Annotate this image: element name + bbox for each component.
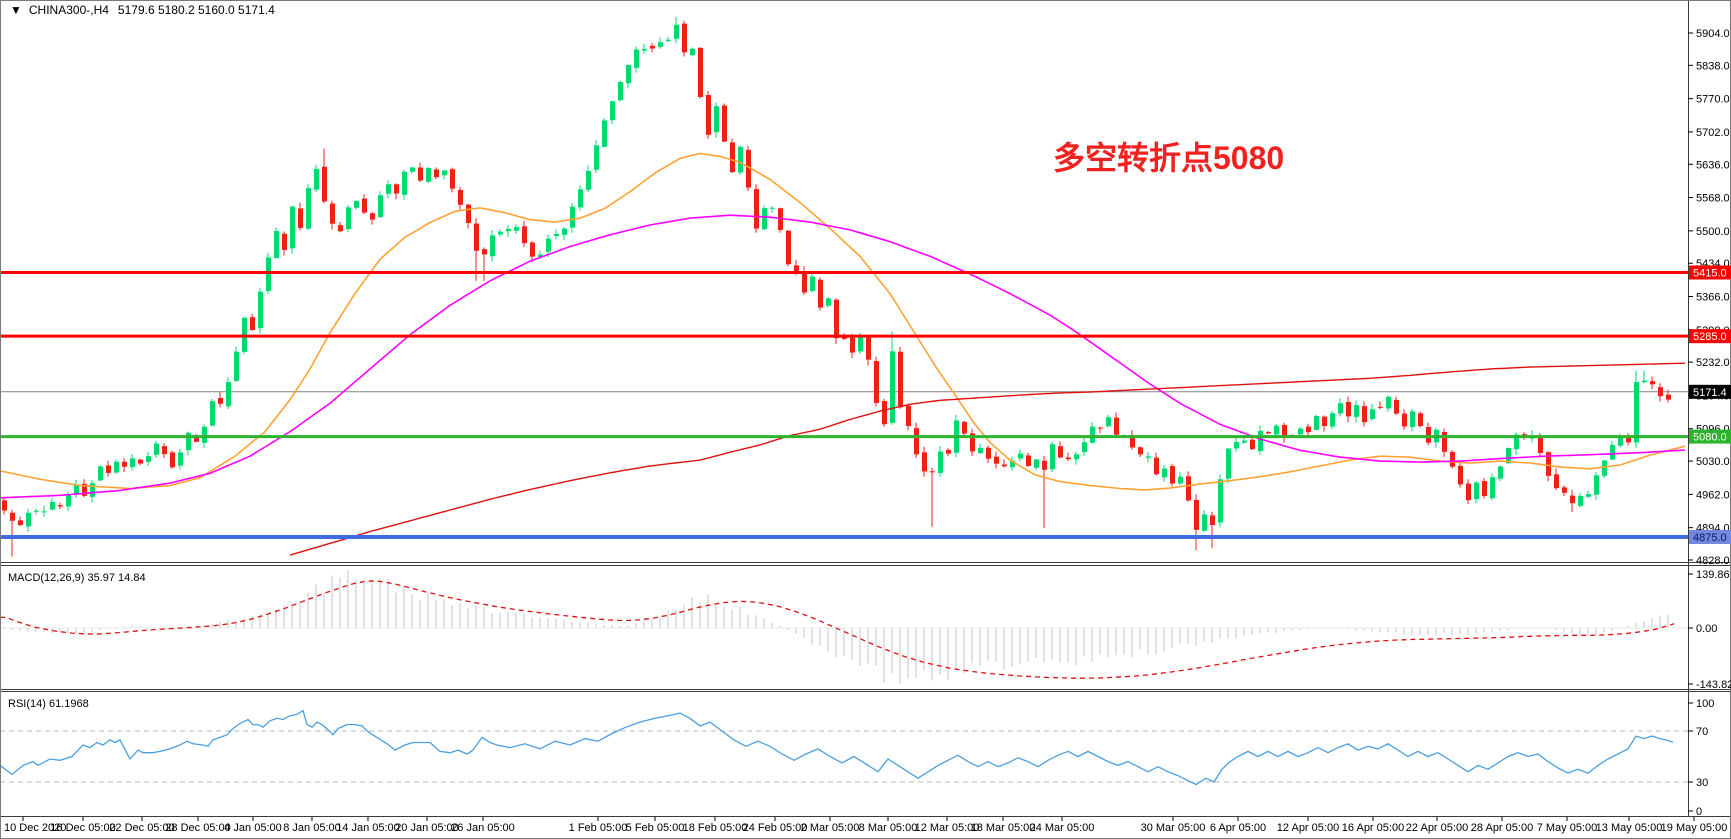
time-tick-label: 7 May 05:00 xyxy=(1537,822,1598,834)
time-tick-label: 18 Mar 05:00 xyxy=(971,822,1036,834)
time-tick-label: 22 Apr 05:00 xyxy=(1406,822,1468,834)
rsi-pane xyxy=(0,709,1688,786)
time-tick-label: 6 Apr 05:00 xyxy=(1210,822,1266,834)
price-tag-5415.0 xyxy=(1689,265,1731,280)
price-tag-text: 5415.0 xyxy=(1693,268,1727,280)
price-tag-text: 5171.4 xyxy=(1693,387,1727,399)
price-tick-label: 5568.0 xyxy=(1696,193,1730,205)
rsi-line xyxy=(0,709,1674,786)
time-tick-label: 22 Dec 05:00 xyxy=(109,822,174,834)
price-tag-4875.0 xyxy=(1689,529,1731,544)
ma-fast-line xyxy=(0,152,1686,491)
time-tick-label: 16 Dec 05:00 xyxy=(50,822,115,834)
price-tick-label: 5366.0 xyxy=(1696,292,1730,304)
time-tick-label: 16 Apr 05:00 xyxy=(1342,822,1404,834)
time-tick-label: 12 Mar 05:00 xyxy=(915,822,980,834)
price-tick-label: 5838.0 xyxy=(1696,60,1730,72)
symbol-info-bar: ▼ CHINA300-,H4 5179.6 5180.2 5160.0 5171.4 xyxy=(10,3,275,17)
ohlc-values: 5179.6 5180.2 5160.0 5171.4 xyxy=(118,3,275,17)
price-tag-5285.0 xyxy=(1689,329,1731,344)
rsi-axis-label: 100 xyxy=(1696,698,1714,710)
price-tag-text: 4875.0 xyxy=(1693,532,1727,544)
time-tick-label: 4 Jan 05:00 xyxy=(224,822,282,834)
price-tick-label: 5500.0 xyxy=(1696,226,1730,238)
macd-pane xyxy=(0,570,1688,685)
time-tick-label: 30 Mar 05:00 xyxy=(1141,822,1206,834)
time-tick-label: 12 Apr 05:00 xyxy=(1277,822,1339,834)
price-tick-label: 4962.0 xyxy=(1696,489,1730,501)
macd-axis-label: 139.86 xyxy=(1696,569,1730,581)
rsi-axis-label: 70 xyxy=(1696,726,1708,738)
price-tag-text: 5080.0 xyxy=(1693,432,1727,444)
time-tick-label: 24 Feb 05:00 xyxy=(743,822,808,834)
time-tick-label: 19 May 05:00 xyxy=(1661,822,1728,834)
time-tick-label: 8 Mar 05:00 xyxy=(859,822,918,834)
price-tag-5171.4 xyxy=(1689,384,1731,399)
time-tick-label: 13 May 05:00 xyxy=(1596,822,1663,834)
price-tick-label: 5702.0 xyxy=(1696,127,1730,139)
price-tick-label: 5636.0 xyxy=(1696,159,1730,171)
price-axis: 5904.0 5838.0 5770.0 5702.0 5636.0 5568.0 5500… xyxy=(1688,28,1730,567)
price-tag-text: 5285.0 xyxy=(1693,331,1727,343)
indicator-axis: 139.86 0.00 -143.82 100 70 30 0 xyxy=(1688,569,1731,818)
symbol-period-label: CHINA300-,H4 xyxy=(29,3,109,17)
time-tick-label: 28 Dec 05:00 xyxy=(165,822,230,834)
rsi-axis-label: 0 xyxy=(1696,806,1702,818)
time-tick-label: 8 Jan 05:00 xyxy=(283,822,341,834)
time-tick-label: 10 Dec 2020 xyxy=(4,822,66,834)
macd-axis-label: 0.00 xyxy=(1696,623,1717,635)
price-tag-5080.0 xyxy=(1689,429,1731,444)
time-tick-label: 5 Feb 05:00 xyxy=(626,822,685,834)
time-tick-label: 20 Jan 05:00 xyxy=(395,822,459,834)
rsi-indicator-label: RSI(14) 61.1968 xyxy=(8,698,89,710)
time-tick-label: 1 Feb 05:00 xyxy=(569,822,628,834)
time-tick-label: 26 Jan 05:00 xyxy=(451,822,515,834)
macd-signal-line xyxy=(0,580,1675,679)
time-tick-label: 14 Jan 05:00 xyxy=(336,822,400,834)
price-tags: 5415.0 5285.0 5171.4 5080.0 4875.0 xyxy=(1689,265,1731,544)
time-tick-label: 24 Mar 05:00 xyxy=(1030,822,1095,834)
rsi-axis-label: 30 xyxy=(1696,777,1708,789)
price-tick-label: 5030.0 xyxy=(1696,456,1730,468)
ma-slow-line xyxy=(289,362,1686,556)
time-tick-label: 18 Feb 05:00 xyxy=(683,822,748,834)
annotation-text: 多空转折点5080 xyxy=(1053,140,1284,176)
price-tick-label: 5232.0 xyxy=(1696,357,1730,369)
time-tick-label: 28 Apr 05:00 xyxy=(1471,822,1533,834)
macd-indicator-label: MACD(12,26,9) 35.97 14.84 xyxy=(8,572,146,584)
main-pane xyxy=(0,16,1688,557)
price-tick-label: 5770.0 xyxy=(1696,94,1730,106)
price-tick-label: 4828.0 xyxy=(1696,555,1730,567)
symbol-dropdown-icon[interactable]: ▼ xyxy=(10,3,22,17)
price-tick-label: 5904.0 xyxy=(1696,28,1730,40)
macd-axis-label: -143.82 xyxy=(1696,679,1731,691)
time-tick-label: 2 Mar 05:00 xyxy=(801,822,860,834)
